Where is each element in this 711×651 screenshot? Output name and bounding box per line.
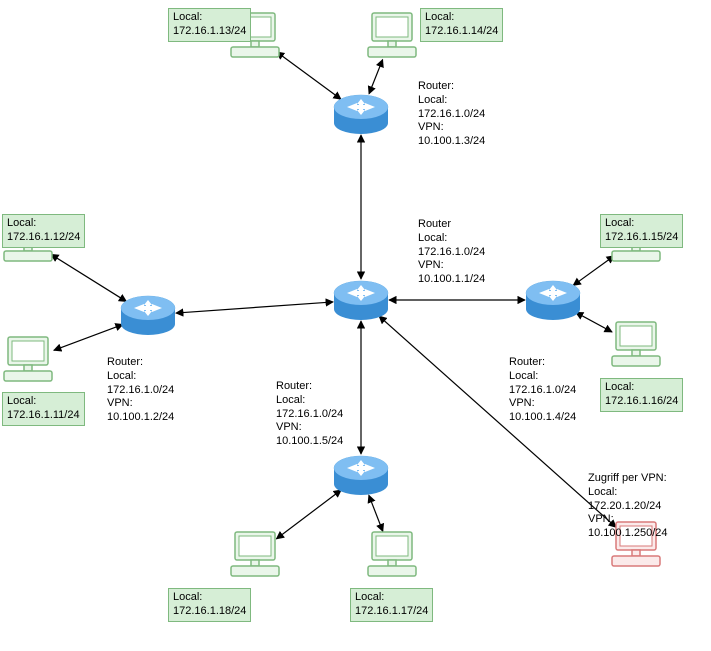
router-center-label: Router Local: 172.16.1.0/24 VPN: 10.100.… [418,218,485,287]
router-left-label: Router: Local: 172.16.1.0/24 VPN: 10.100… [107,356,174,425]
router-left [120,294,176,336]
router-bottom [333,454,389,496]
router-center [333,279,389,321]
computer-c17 [364,530,420,580]
router-top [333,93,389,135]
router-right [525,279,581,321]
computer-c15-label: Local: 172.16.1.15/24 [600,214,683,248]
computer-c13-label: Local: 172.16.1.13/24 [168,8,251,42]
network-diagram: Router Local: 172.16.1.0/24 VPN: 10.100.… [0,0,711,651]
computer-c18 [227,530,283,580]
computer-c11 [0,335,56,385]
computer-c14 [364,11,420,61]
router-bottom-label: Router: Local: 172.16.1.0/24 VPN: 10.100… [276,380,343,449]
router-top-label: Router: Local: 172.16.1.0/24 VPN: 10.100… [418,80,485,149]
computer-vpn-label: Zugriff per VPN: Local: 172.20.1.20/24 V… [588,472,668,541]
computer-c12-label: Local: 172.16.1.12/24 [2,214,85,248]
computer-c16-label: Local: 172.16.1.16/24 [600,378,683,412]
computer-c14-label: Local: 172.16.1.14/24 [420,8,503,42]
computer-c16 [608,320,664,370]
computer-c11-label: Local: 172.16.1.11/24 [2,392,85,426]
computer-c18-label: Local: 172.16.1.18/24 [168,588,251,622]
computer-c17-label: Local: 172.16.1.17/24 [350,588,433,622]
router-right-label: Router: Local: 172.16.1.0/24 VPN: 10.100… [509,356,576,425]
